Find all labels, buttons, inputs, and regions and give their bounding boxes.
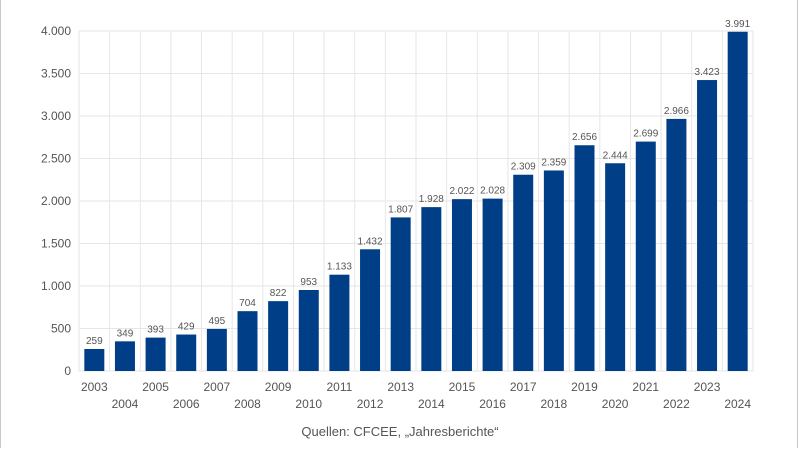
x-tick-label: 2003 bbox=[81, 380, 108, 394]
data-label: 2.309 bbox=[511, 162, 536, 173]
x-tick-label: 2009 bbox=[265, 380, 292, 394]
bar bbox=[482, 198, 503, 371]
bar bbox=[635, 141, 656, 371]
data-label: 2.656 bbox=[572, 132, 597, 143]
bar bbox=[206, 328, 227, 371]
bar bbox=[268, 301, 289, 371]
data-label: 953 bbox=[300, 277, 317, 288]
data-label: 259 bbox=[86, 336, 103, 347]
x-tick-label: 2013 bbox=[387, 380, 414, 394]
bars bbox=[84, 31, 748, 372]
x-tick-label: 2007 bbox=[204, 380, 231, 394]
bar bbox=[145, 337, 166, 371]
data-label: 429 bbox=[178, 322, 195, 333]
bar bbox=[605, 163, 626, 371]
data-labels: 259 349 393 429 495 704 822 953 1.133 1.432 1.807 1… bbox=[86, 19, 751, 347]
bar bbox=[543, 170, 564, 371]
gridlines bbox=[78, 30, 754, 372]
data-label: 2.966 bbox=[664, 106, 689, 117]
data-label: 1.807 bbox=[388, 204, 413, 215]
x-tick-label: 2005 bbox=[142, 380, 169, 394]
y-tick-label: 3.000 bbox=[41, 109, 71, 123]
data-label: 1.432 bbox=[358, 236, 383, 247]
bar bbox=[176, 334, 197, 371]
x-tick-label: 2016 bbox=[479, 397, 506, 411]
bar bbox=[84, 348, 105, 371]
data-label: 3.423 bbox=[695, 67, 720, 78]
bar bbox=[237, 311, 258, 371]
data-label: 2.444 bbox=[603, 150, 628, 161]
y-tick-label: 3.500 bbox=[41, 67, 71, 81]
x-tick-label: 2017 bbox=[510, 380, 537, 394]
data-label: 1.928 bbox=[419, 194, 444, 205]
bar bbox=[513, 174, 534, 371]
bar bbox=[574, 145, 595, 371]
x-tick-label: 2012 bbox=[357, 397, 384, 411]
y-tick-label: 2.000 bbox=[41, 194, 71, 208]
bar bbox=[421, 207, 442, 371]
x-tick-label: 2021 bbox=[632, 380, 659, 394]
x-tick-label: 2024 bbox=[724, 397, 751, 411]
y-tick-label: 0 bbox=[64, 364, 71, 378]
x-tick-label: 2015 bbox=[449, 380, 476, 394]
data-label: 2.699 bbox=[633, 129, 658, 140]
bar bbox=[114, 341, 135, 371]
data-label: 2.022 bbox=[449, 186, 474, 197]
data-label: 349 bbox=[117, 328, 134, 339]
data-label: 3.991 bbox=[725, 19, 750, 30]
y-tick-label: 1.500 bbox=[41, 237, 71, 251]
data-label: 822 bbox=[270, 288, 287, 299]
data-label: 2.359 bbox=[541, 157, 566, 168]
x-tick-label: 2014 bbox=[418, 397, 445, 411]
x-tick-label: 2006 bbox=[173, 397, 200, 411]
bar bbox=[666, 118, 687, 371]
source-caption: Quellen: CFCEE, „Jahresberichte“ bbox=[301, 424, 499, 439]
x-tick-label: 2019 bbox=[571, 380, 598, 394]
bar bbox=[329, 274, 350, 371]
x-tick-label: 2010 bbox=[295, 397, 322, 411]
x-tick-label: 2018 bbox=[541, 397, 568, 411]
y-tick-label: 1.000 bbox=[41, 279, 71, 293]
data-label: 495 bbox=[209, 316, 226, 327]
bar bbox=[727, 31, 748, 371]
data-label: 1.133 bbox=[327, 262, 352, 273]
bar bbox=[451, 199, 472, 371]
bar bbox=[298, 289, 319, 371]
x-tick-label: 2022 bbox=[663, 397, 690, 411]
bar bbox=[697, 80, 718, 372]
x-tick-label: 2004 bbox=[112, 397, 139, 411]
y-tick-label: 2.500 bbox=[41, 152, 71, 166]
x-tick-label: 2008 bbox=[234, 397, 261, 411]
y-tick-label: 500 bbox=[51, 322, 71, 336]
x-tick-label: 2011 bbox=[327, 380, 353, 394]
data-label: 704 bbox=[239, 298, 256, 309]
data-label: 2.028 bbox=[480, 186, 505, 197]
bar bbox=[360, 249, 381, 371]
y-tick-label: 4.000 bbox=[41, 24, 71, 38]
bar bbox=[390, 217, 411, 371]
data-label: 393 bbox=[147, 325, 164, 336]
x-tick-label: 2023 bbox=[694, 380, 721, 394]
x-tick-label: 2020 bbox=[602, 397, 629, 411]
y-axis: 0 500 1.000 1.500 2.000 2.500 3.000 3.500 4.000 bbox=[41, 24, 71, 378]
x-axis: 2003200420052006200720082009201020112012… bbox=[81, 380, 751, 411]
